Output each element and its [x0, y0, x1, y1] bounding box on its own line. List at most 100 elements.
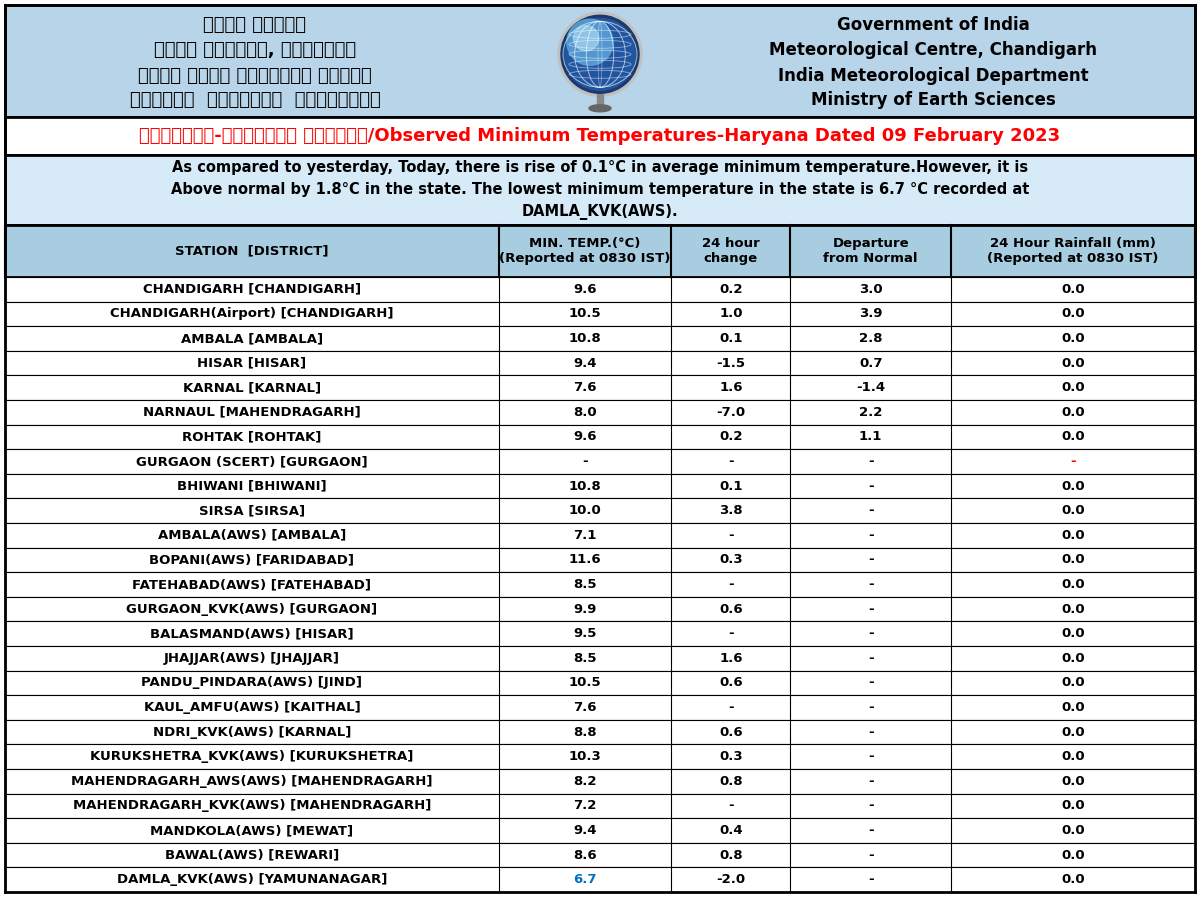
Text: 0.6: 0.6	[719, 677, 743, 689]
Text: -: -	[868, 529, 874, 542]
Text: 0.4: 0.4	[719, 824, 743, 837]
Text: BOPANI(AWS) [FARIDABAD]: BOPANI(AWS) [FARIDABAD]	[150, 554, 354, 566]
Bar	[5, 326, 1195, 351]
Bar	[598, 94, 604, 108]
Text: Ministry of Earth Sciences: Ministry of Earth Sciences	[811, 91, 1056, 109]
Text: 0.0: 0.0	[1061, 382, 1085, 394]
Text: GURGAON_KVK(AWS) [GURGAON]: GURGAON_KVK(AWS) [GURGAON]	[126, 603, 378, 616]
Bar	[5, 277, 1195, 302]
Bar	[5, 225, 1195, 277]
Bar	[5, 744, 1195, 769]
Text: DAMLA_KVK(AWS) [YAMUNANAGAR]: DAMLA_KVK(AWS) [YAMUNANAGAR]	[116, 873, 388, 886]
Text: 7.6: 7.6	[574, 701, 596, 714]
Text: JHAJJAR(AWS) [JHAJJAR]: JHAJJAR(AWS) [JHAJJAR]	[164, 652, 340, 665]
Text: हरियाणा-न्यूनतम तापमान/Observed Minimum Temperatures-Haryana Dated 09 February 2: हरियाणा-न्यूनतम तापमान/Observed Minimum …	[139, 127, 1061, 145]
Text: -1.5: -1.5	[716, 356, 745, 370]
Text: 8.0: 8.0	[574, 406, 596, 419]
Circle shape	[562, 15, 640, 94]
Text: GURGAON (SCERT) [GURGAON]: GURGAON (SCERT) [GURGAON]	[136, 455, 367, 468]
Circle shape	[566, 19, 613, 66]
Bar	[5, 400, 1195, 425]
Text: Meteorological Centre, Chandigarh: Meteorological Centre, Chandigarh	[769, 40, 1097, 58]
Text: 0.7: 0.7	[859, 356, 882, 370]
Bar	[5, 842, 1195, 868]
Text: 0.0: 0.0	[1061, 332, 1085, 345]
Bar	[5, 117, 1195, 155]
Text: 10.8: 10.8	[569, 332, 601, 345]
Text: KURUKSHETRA_KVK(AWS) [KURUKSHETRA]: KURUKSHETRA_KVK(AWS) [KURUKSHETRA]	[90, 751, 414, 763]
Text: CHANDIGARH(Airport) [CHANDIGARH]: CHANDIGARH(Airport) [CHANDIGARH]	[110, 308, 394, 320]
Text: 0.3: 0.3	[719, 554, 743, 566]
Text: ROHTAK [ROHTAK]: ROHTAK [ROHTAK]	[182, 430, 322, 444]
Text: 9.5: 9.5	[574, 627, 596, 640]
Text: -: -	[728, 529, 733, 542]
Text: 8.8: 8.8	[574, 725, 596, 739]
Text: 8.5: 8.5	[574, 578, 596, 591]
Bar	[5, 720, 1195, 744]
Text: -: -	[728, 578, 733, 591]
Bar	[581, 68, 619, 76]
Text: 11.6: 11.6	[569, 554, 601, 566]
Text: 0.8: 0.8	[719, 849, 743, 861]
Bar	[5, 572, 1195, 597]
Text: HISAR [HISAR]: HISAR [HISAR]	[197, 356, 306, 370]
Text: -: -	[868, 504, 874, 518]
Text: 10.3: 10.3	[569, 751, 601, 763]
Text: BAWAL(AWS) [REWARI]: BAWAL(AWS) [REWARI]	[164, 849, 340, 861]
Text: 9.9: 9.9	[574, 603, 596, 616]
Text: PANDU_PINDARA(AWS) [JIND]: PANDU_PINDARA(AWS) [JIND]	[142, 677, 362, 689]
Text: 7.6: 7.6	[574, 382, 596, 394]
Text: 0.0: 0.0	[1061, 701, 1085, 714]
Text: 0.0: 0.0	[1061, 849, 1085, 861]
Text: 0.1: 0.1	[719, 480, 743, 492]
Bar	[5, 621, 1195, 646]
Text: BHIWANI [BHIWANI]: BHIWANI [BHIWANI]	[178, 480, 326, 492]
Text: NDRI_KVK(AWS) [KARNAL]: NDRI_KVK(AWS) [KARNAL]	[152, 725, 352, 739]
Text: 0.6: 0.6	[719, 725, 743, 739]
Text: 10.0: 10.0	[569, 504, 601, 518]
Text: -: -	[868, 799, 874, 813]
Text: 2.2: 2.2	[859, 406, 882, 419]
Bar	[5, 547, 1195, 572]
Text: MANDKOLA(AWS) [MEWAT]: MANDKOLA(AWS) [MEWAT]	[150, 824, 354, 837]
Text: भारत मौसम विज्ञान विभाग: भारत मौसम विज्ञान विभाग	[138, 67, 372, 85]
Text: -: -	[868, 824, 874, 837]
Text: MIN. TEMP.(°C)
(Reported at 0830 IST): MIN. TEMP.(°C) (Reported at 0830 IST)	[499, 237, 671, 266]
Text: 0.0: 0.0	[1061, 799, 1085, 813]
Text: 3.0: 3.0	[859, 283, 882, 296]
Bar	[5, 597, 1195, 621]
Text: Government of India: Government of India	[836, 16, 1030, 34]
Text: 1.6: 1.6	[719, 382, 743, 394]
Text: 0.1: 0.1	[719, 332, 743, 345]
Text: BALASMAND(AWS) [HISAR]: BALASMAND(AWS) [HISAR]	[150, 627, 354, 640]
Text: -: -	[728, 799, 733, 813]
Text: NARNAUL [MAHENDRAGARH]: NARNAUL [MAHENDRAGARH]	[143, 406, 361, 419]
Text: -1.4: -1.4	[856, 382, 886, 394]
Text: -: -	[868, 701, 874, 714]
Text: 8.5: 8.5	[574, 652, 596, 665]
Text: 0.0: 0.0	[1061, 627, 1085, 640]
Text: KARNAL [KARNAL]: KARNAL [KARNAL]	[182, 382, 320, 394]
Text: -: -	[728, 701, 733, 714]
Text: 0.8: 0.8	[719, 775, 743, 788]
Text: 10.5: 10.5	[569, 308, 601, 320]
Text: 0.0: 0.0	[1061, 356, 1085, 370]
Text: 24 hour
change: 24 hour change	[702, 237, 760, 266]
Text: 1.6: 1.6	[719, 652, 743, 665]
Text: 0.0: 0.0	[1061, 677, 1085, 689]
Bar	[5, 769, 1195, 794]
Bar	[5, 670, 1195, 695]
Text: 0.0: 0.0	[1061, 430, 1085, 444]
Text: मौसम केंद्र, चंडीगढ़: मौसम केंद्र, चंडीगढ़	[154, 40, 356, 58]
Bar	[581, 76, 619, 85]
Text: -7.0: -7.0	[716, 406, 745, 419]
Text: पृथ्वी  विज्ञान  मंत्रालय: पृथ्वी विज्ञान मंत्रालय	[130, 91, 380, 109]
Text: MAHENDRAGARH_KVK(AWS) [MAHENDRAGARH]: MAHENDRAGARH_KVK(AWS) [MAHENDRAGARH]	[73, 799, 431, 813]
Text: 0.0: 0.0	[1061, 775, 1085, 788]
Bar	[5, 818, 1195, 842]
Text: -: -	[868, 554, 874, 566]
Text: AMBALA [AMBALA]: AMBALA [AMBALA]	[181, 332, 323, 345]
Bar	[5, 646, 1195, 670]
Text: 9.4: 9.4	[574, 356, 596, 370]
Text: 0.3: 0.3	[719, 751, 743, 763]
